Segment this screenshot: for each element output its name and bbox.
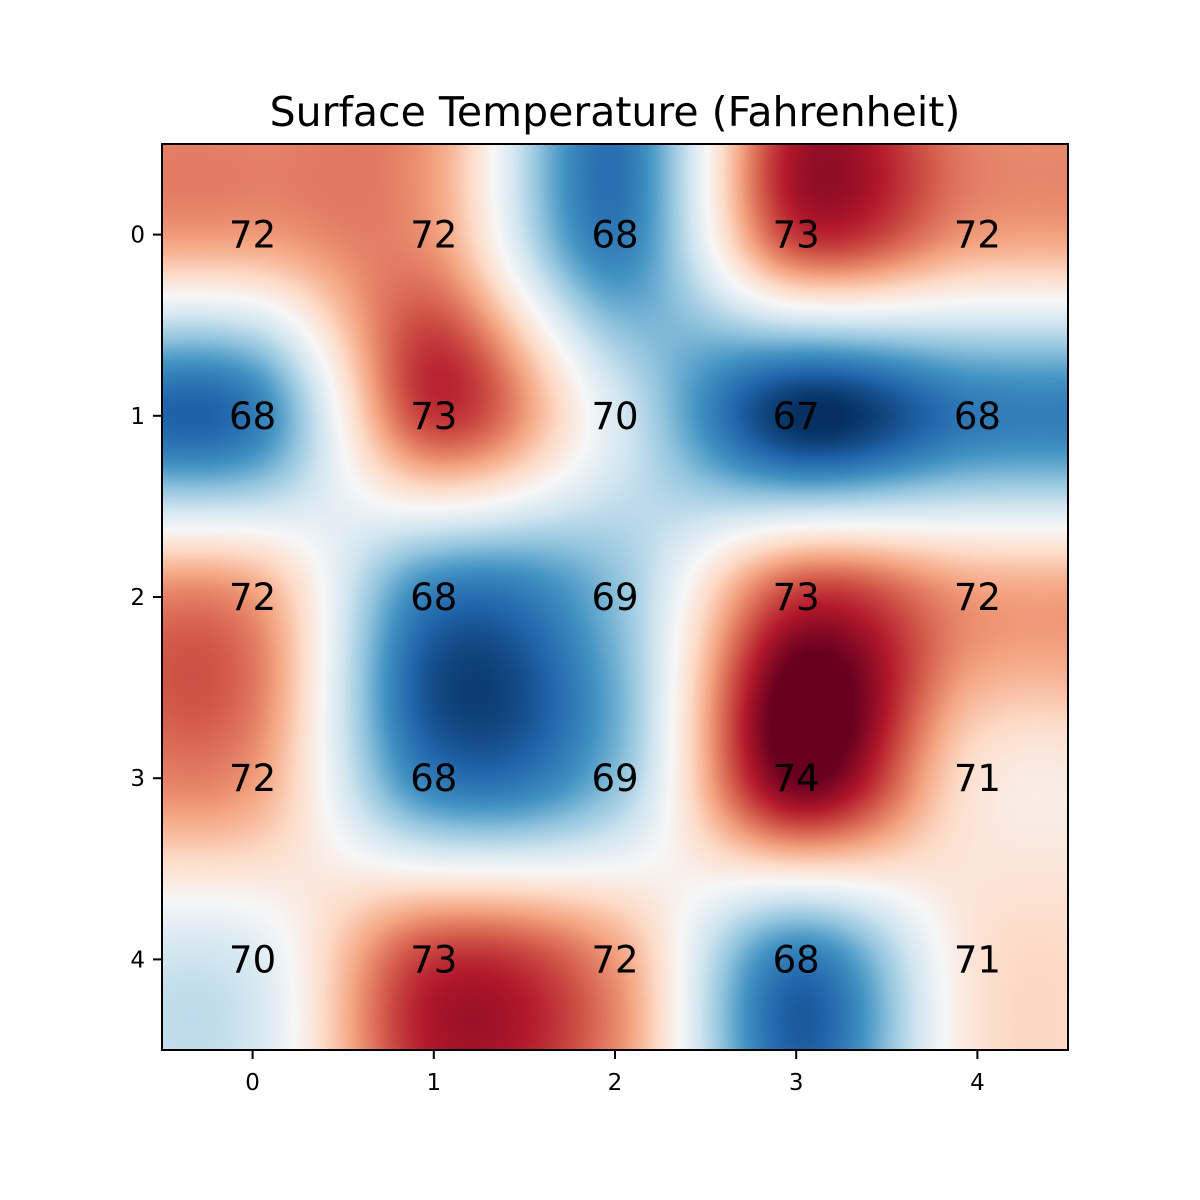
- plot-area: 72 72 68 73 72 68 73 70 67 68 72 68 69 73 72 72 68 69 74 71…: [161, 143, 1069, 1051]
- cell-value-label: 72: [954, 576, 1001, 619]
- cell-value-label: 71: [954, 938, 1001, 981]
- cell-value-label: 69: [591, 757, 638, 800]
- cell-value-label: 73: [773, 576, 820, 619]
- x-tick-label: 4: [970, 1070, 985, 1096]
- cell-value-label: 70: [229, 938, 276, 981]
- cell-value-label: 72: [229, 757, 276, 800]
- cell-value-label: 68: [954, 395, 1001, 438]
- y-tick-label: 1: [130, 404, 145, 430]
- cell-value-label: 73: [410, 938, 457, 981]
- cell-value-label: 72: [591, 938, 638, 981]
- cell-value-label: 73: [410, 395, 457, 438]
- cell-value-label: 72: [410, 214, 457, 257]
- cell-value-label: 72: [229, 214, 276, 257]
- y-tick-label: 0: [130, 223, 145, 249]
- x-tick-label: 0: [245, 1070, 260, 1096]
- chart-title: Surface Temperature (Fahrenheit): [270, 88, 961, 136]
- y-tick-label: 4: [130, 947, 145, 973]
- y-tick-label: 2: [130, 585, 145, 611]
- x-tick-label: 1: [426, 1070, 441, 1096]
- cell-value-label: 72: [229, 576, 276, 619]
- cell-value-label: 68: [591, 214, 638, 257]
- cell-value-label: 72: [954, 214, 1001, 257]
- cell-value-label: 68: [229, 395, 276, 438]
- heatmap-image: [162, 144, 1068, 1050]
- cell-value-label: 69: [591, 576, 638, 619]
- cell-labels: 72 72 68 73 72 68 73 70 67 68 72 68 69 73 72 72 68 69 74 71…: [229, 214, 1001, 982]
- x-axis: 0 1 2 3 4: [245, 1050, 985, 1096]
- cell-value-label: 68: [410, 757, 457, 800]
- cell-value-label: 70: [591, 395, 638, 438]
- cell-value-label: 68: [773, 938, 820, 981]
- cell-value-label: 68: [410, 576, 457, 619]
- x-tick-label: 3: [789, 1070, 804, 1096]
- cell-value-label: 71: [954, 757, 1001, 800]
- cell-value-label: 74: [773, 757, 820, 800]
- cell-value-label: 67: [773, 395, 820, 438]
- cell-value-label: 73: [773, 214, 820, 257]
- y-axis: 0 1 2 3 4: [130, 223, 162, 973]
- x-tick-label: 2: [608, 1070, 623, 1096]
- y-tick-label: 3: [130, 766, 145, 792]
